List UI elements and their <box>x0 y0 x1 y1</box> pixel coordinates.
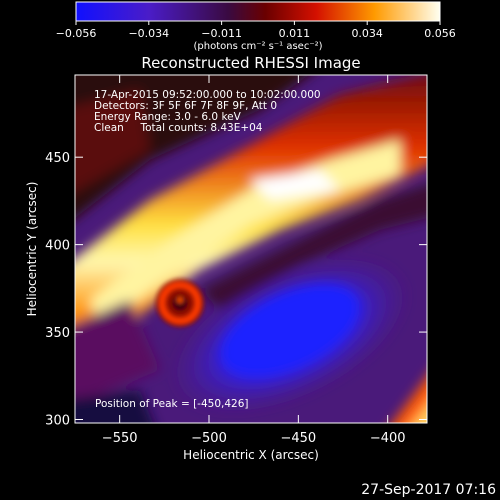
colorbar-tick-label: −0.034 <box>128 27 169 40</box>
colorbar-tick-label: 0.034 <box>351 27 383 40</box>
chart-title: Reconstructed RHESSI Image <box>141 54 360 72</box>
x-axis-label: Heliocentric X (arcsec) <box>183 448 319 462</box>
y-tick-label: 350 <box>45 326 70 341</box>
y-axis-ticks: 300 350 400 450 <box>45 151 427 429</box>
colorbar-tick-label: −0.056 <box>56 27 97 40</box>
y-axis-label: Heliocentric Y (arcsec) <box>25 182 39 317</box>
colorbar-tick-label: 0.011 <box>279 27 311 40</box>
x-axis-ticks: −550 −500 −450 −400 <box>102 75 406 446</box>
x-tick-label: −500 <box>191 431 227 446</box>
colorbar <box>75 1 441 22</box>
y-tick-label: 400 <box>45 239 70 254</box>
colorbar-tick-label: −0.011 <box>201 27 242 40</box>
annotation-detectors: Detectors: 3F 5F 6F 7F 8F 9F, Att 0 <box>94 100 277 112</box>
x-tick-label: −550 <box>102 431 138 446</box>
annotation-peak-position: Position of Peak = [-450,426] <box>95 398 249 410</box>
colorbar-ticks: −0.056 −0.034 −0.011 0.011 0.034 0.056 <box>56 21 456 40</box>
footer-timestamp: 27-Sep-2017 07:16 <box>361 482 496 498</box>
annotation-time-range: 17-Apr-2015 09:52:00.000 to 10:02:00.000 <box>94 89 321 101</box>
annotation-total-counts: Clean Total counts: 8.43E+04 <box>94 122 263 134</box>
x-tick-label: −450 <box>280 431 316 446</box>
x-tick-label: −400 <box>370 431 406 446</box>
colorbar-units: (photons cm⁻² s⁻¹ asec⁻²) <box>193 41 322 52</box>
colorbar-tick-label: 0.056 <box>424 27 456 40</box>
annotation-energy-range: Energy Range: 3.0 - 6.0 keV <box>94 111 242 123</box>
y-tick-label: 300 <box>45 414 70 429</box>
heatmap-image <box>75 75 427 423</box>
plot-frame <box>74 74 428 424</box>
y-tick-label: 450 <box>45 151 70 166</box>
